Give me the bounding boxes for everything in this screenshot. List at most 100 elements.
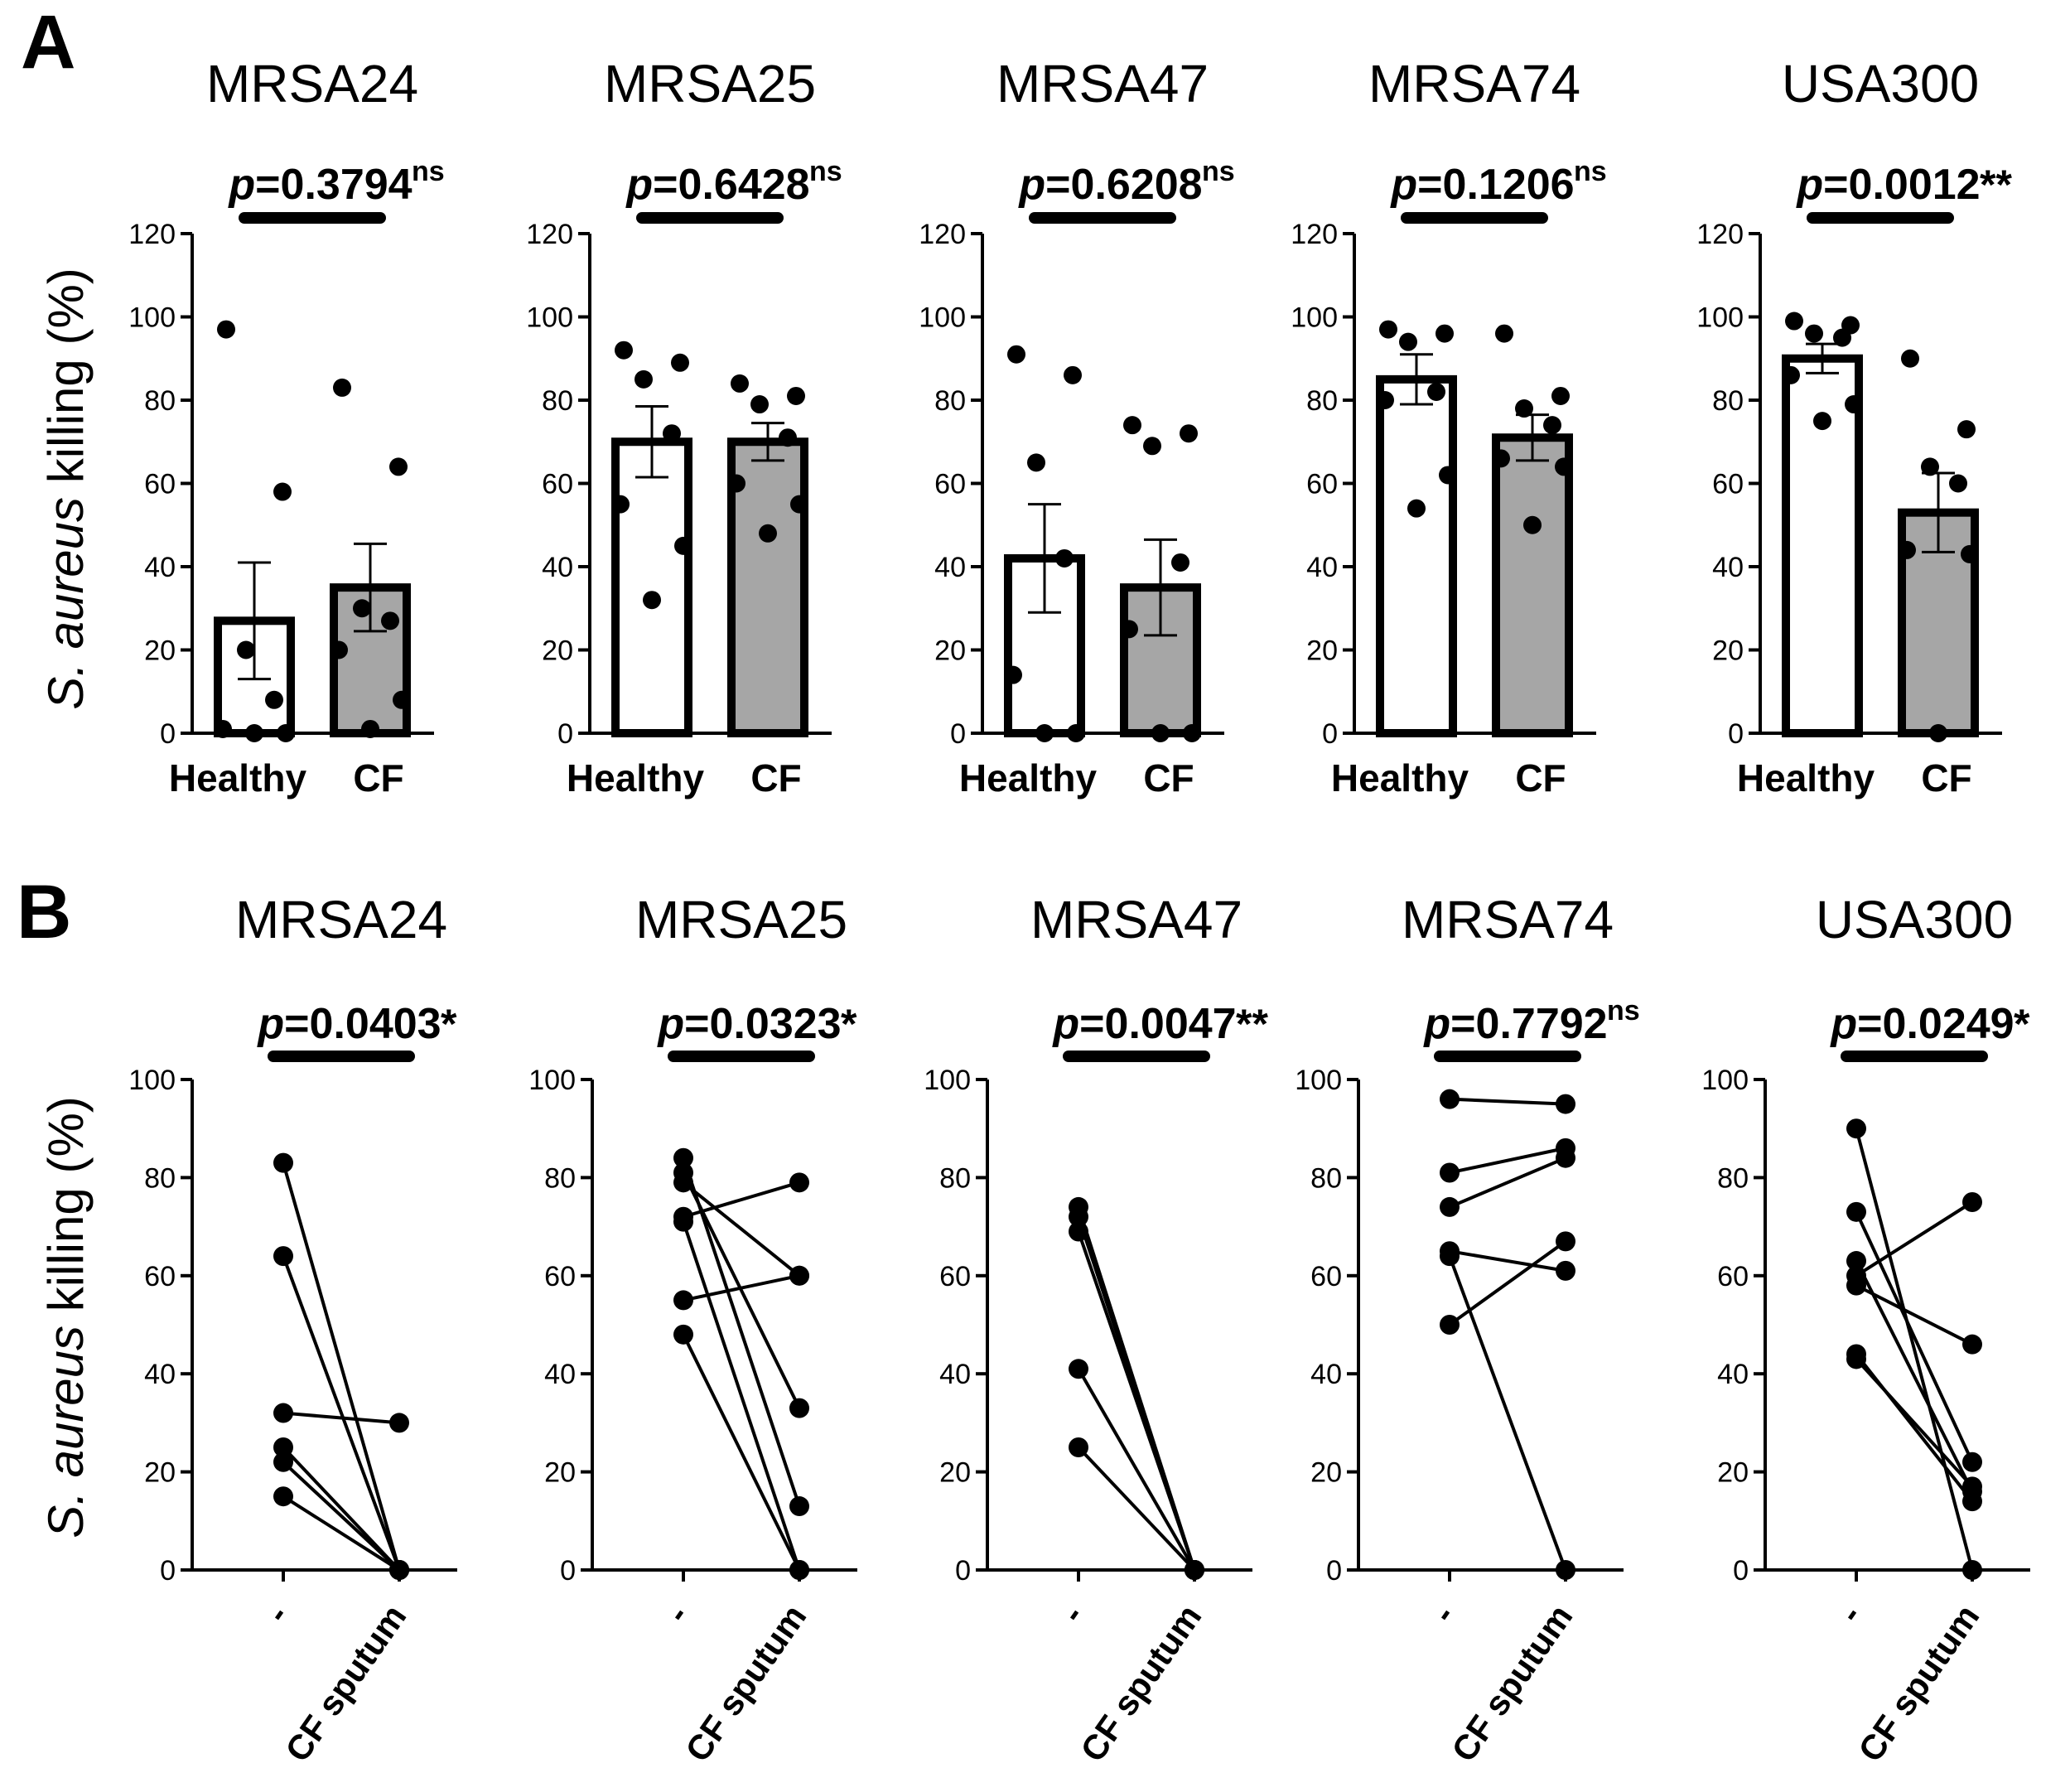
data-point — [1785, 312, 1803, 331]
y-tick-label: 0 — [160, 1555, 176, 1587]
p-value-label: p=0.0249 — [1829, 1000, 2014, 1048]
data-point — [759, 524, 777, 543]
data-point — [1007, 345, 1025, 364]
data-point — [1143, 437, 1161, 456]
x-category-label: Healthy — [1331, 756, 1469, 799]
pair-line — [1448, 1239, 1567, 1326]
data-point — [1555, 457, 1573, 476]
y-tick-label: 120 — [128, 219, 176, 250]
p-value-label: p=0.0403 — [256, 1000, 441, 1048]
data-point — [1407, 499, 1426, 518]
data-point — [635, 370, 653, 389]
data-point — [1921, 457, 1939, 476]
y-tick-label: 100 — [1295, 1065, 1342, 1096]
y-tick-label: 100 — [528, 1065, 576, 1096]
x-category-label: Healthy — [959, 756, 1098, 799]
p-value: =0.0249 — [1857, 1000, 2014, 1048]
data-point — [663, 424, 681, 443]
pair-line — [683, 1273, 800, 1302]
data-point — [1120, 620, 1138, 639]
data-point-untreated — [273, 1403, 293, 1423]
data-point — [1064, 365, 1082, 384]
data-point-untreated — [1846, 1275, 1866, 1296]
y-tick-label: 0 — [1322, 718, 1338, 750]
y-tick-label: 120 — [1696, 219, 1744, 250]
panel-b-y-axis-label-rest: killing (%) — [38, 1096, 94, 1326]
data-point — [1523, 515, 1542, 534]
pair-line — [282, 1411, 400, 1425]
y-tick-label: 20 — [144, 635, 176, 667]
data-point — [1782, 365, 1800, 384]
data-point-untreated — [273, 1451, 293, 1472]
y-tick-label: 40 — [1310, 1359, 1342, 1390]
x-category-label: CF sputum — [1850, 1597, 1986, 1769]
data-point-cf-sputum — [1962, 1491, 1982, 1512]
y-tick-label: 40 — [144, 552, 176, 583]
data-point — [779, 428, 797, 447]
data-point-cf-sputum — [389, 1413, 409, 1433]
chart-title: MRSA74 — [1402, 890, 1614, 949]
data-point — [1439, 466, 1457, 485]
p-value-label: p=0.7792 — [1422, 1000, 1607, 1048]
data-point-cf-sputum — [1556, 1147, 1575, 1168]
chart-b-mrsa74: MRSA74 p=0.7792 ns 0 20 40 60 80 100 -CF sputum — [1295, 890, 1639, 1769]
bar-healthy — [611, 437, 692, 737]
data-point — [1151, 724, 1170, 742]
data-point-cf-sputum — [789, 1172, 809, 1193]
data-point-untreated — [673, 1290, 693, 1311]
y-tick-label: 60 — [1310, 1261, 1342, 1292]
data-point-cf-sputum — [1556, 1094, 1575, 1114]
p-value: =0.0403 — [284, 1000, 441, 1048]
x-category-label: - — [658, 1597, 697, 1629]
data-point-cf-sputum — [1962, 1476, 1982, 1497]
data-point — [1813, 412, 1831, 431]
p-value: =0.1206 — [1417, 161, 1574, 209]
data-point — [1949, 474, 1967, 493]
y-tick-label: 60 — [542, 469, 573, 500]
data-point — [674, 536, 692, 555]
data-point — [1055, 548, 1074, 568]
data-point-untreated — [1440, 1162, 1460, 1183]
data-point-untreated — [273, 1486, 293, 1507]
data-point — [1845, 395, 1863, 414]
chart-title: MRSA24 — [206, 54, 418, 114]
panel-a-y-axis-label-rest: killing (%) — [38, 268, 94, 497]
significance-marker: * — [2014, 1001, 2030, 1047]
data-point — [1435, 324, 1454, 343]
data-point — [1004, 665, 1022, 684]
p-value: =0.3794 — [255, 161, 412, 209]
data-point — [1180, 424, 1198, 443]
p-symbol: p — [1389, 161, 1417, 209]
data-point — [1961, 544, 1979, 563]
y-tick-label: 20 — [1717, 1457, 1749, 1489]
y-tick-label: 80 — [934, 385, 966, 417]
y-tick-label: 20 — [544, 1457, 576, 1489]
y-tick-label: 20 — [939, 1457, 971, 1489]
x-category-label: CF — [353, 756, 403, 799]
y-tick-label: 60 — [144, 469, 176, 500]
data-point-untreated — [273, 1437, 293, 1457]
y-tick-label: 40 — [939, 1359, 971, 1390]
p-symbol: p — [656, 1000, 684, 1048]
data-point — [361, 719, 379, 738]
x-category-label: CF sputum — [1444, 1597, 1580, 1769]
data-point-untreated — [673, 1324, 693, 1345]
data-point-untreated — [1069, 1221, 1088, 1242]
pair-line — [682, 1333, 801, 1571]
y-tick-label: 20 — [542, 635, 573, 667]
bar-cf — [727, 437, 808, 737]
x-category-label: Healthy — [567, 756, 705, 799]
panel-b-y-axis-label: S. aureus killing (%) — [38, 1096, 94, 1538]
y-tick-label: 20 — [934, 635, 966, 667]
chart-a-mrsa47: MRSA47 p=0.6208 ns 0 20 40 60 80 100 120 Healthy CF — [919, 54, 1234, 799]
pair-line — [1855, 1260, 1974, 1493]
y-tick-label: 40 — [542, 552, 573, 583]
data-point — [671, 353, 689, 372]
data-point — [1376, 391, 1394, 409]
chart-title: USA300 — [1816, 890, 2013, 949]
y-tick-label: 100 — [1696, 302, 1744, 334]
data-point — [1171, 553, 1189, 572]
y-tick-label: 0 — [1733, 1555, 1749, 1587]
data-point — [1123, 416, 1141, 435]
y-tick-label: 0 — [1728, 718, 1744, 750]
